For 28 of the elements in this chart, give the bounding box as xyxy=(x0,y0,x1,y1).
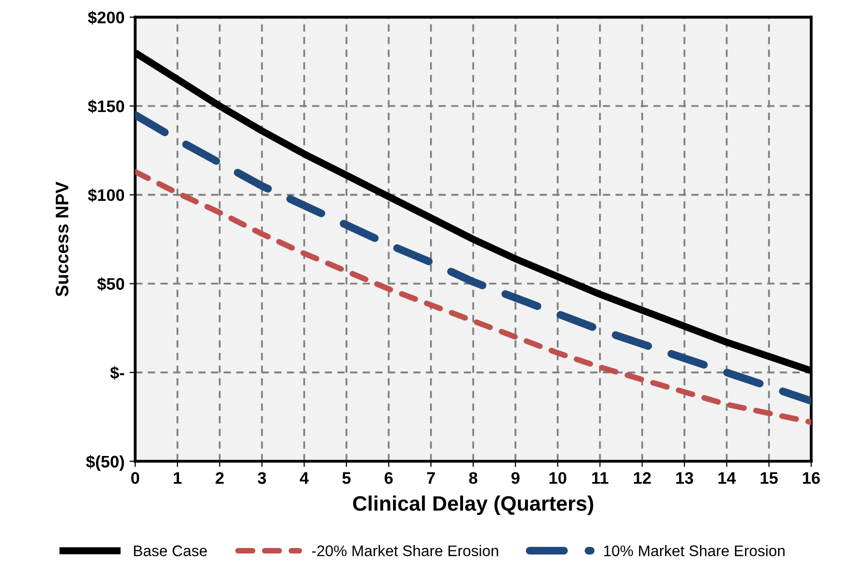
x-tick-label: 9 xyxy=(511,472,520,484)
x-tick-label: 6 xyxy=(384,472,393,484)
legend-label: -20% Market Share Erosion xyxy=(312,545,498,556)
x-tick-label: 13 xyxy=(676,472,694,484)
x-axis-title: Clinical Delay (Quarters) xyxy=(353,496,594,515)
x-tick-label: 1 xyxy=(174,472,182,484)
x-tick-label: 7 xyxy=(427,472,435,484)
y-tick-label: $200 xyxy=(88,10,124,24)
x-tick-label: 8 xyxy=(469,472,478,484)
x-tick-label: 5 xyxy=(342,472,351,484)
x-tick-label: 3 xyxy=(258,472,266,484)
x-tick-label: 14 xyxy=(718,472,736,484)
y-tick-label: $50 xyxy=(97,277,124,291)
y-tick-label: $(50) xyxy=(86,455,124,471)
legend-label: Base Case xyxy=(134,545,207,556)
legend-label: 10% Market Share Erosion xyxy=(604,545,785,556)
x-tick-label: 10 xyxy=(549,472,566,484)
x-tick-label: 15 xyxy=(760,472,778,484)
x-tick-label: 12 xyxy=(634,472,651,484)
y-axis-title: Success NPV xyxy=(56,182,68,296)
y-tick-label: $- xyxy=(110,366,124,380)
x-tick-label: 4 xyxy=(300,472,309,484)
x-tick-label: 0 xyxy=(131,472,140,484)
x-tick-label: 2 xyxy=(216,472,224,484)
y-tick-label: $100 xyxy=(88,188,124,202)
x-tick-label: 11 xyxy=(592,472,608,484)
y-tick-label: $150 xyxy=(88,100,124,114)
x-tick-label: 16 xyxy=(802,472,820,484)
